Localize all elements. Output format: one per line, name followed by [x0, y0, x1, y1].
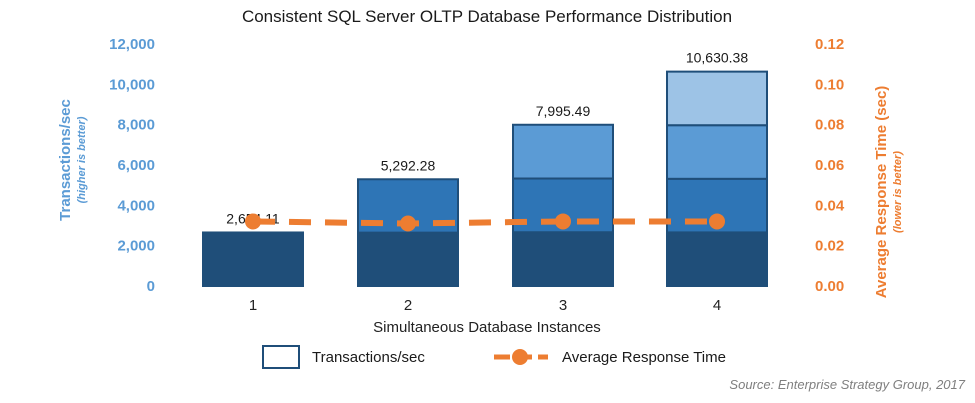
x-tick-label: 3	[559, 297, 567, 314]
x-tick-label: 2	[404, 297, 412, 314]
right-axis-label: Average Response Time (sec)	[873, 86, 890, 299]
right-tick-label: 0.10	[815, 76, 844, 93]
source-note: Source: Enterprise Strategy Group, 2017	[729, 377, 965, 392]
bar-segment	[666, 124, 768, 180]
bar-segment	[666, 70, 768, 127]
legend: Transactions/sec Average Response Time	[262, 345, 726, 369]
bar-segment	[512, 123, 614, 180]
left-tick-label: 12,000	[109, 36, 155, 53]
right-axis-sublabel: (lower is better)	[892, 151, 904, 233]
bar-data-label: 10,630.38	[686, 50, 748, 66]
bar-segment	[512, 231, 614, 287]
right-tick-label: 0.06	[815, 157, 844, 174]
legend-label-response: Average Response Time	[562, 349, 726, 366]
left-axis-ticks: 0 2,000 4,000 6,000 8,000 10,000 12,000	[109, 36, 155, 295]
left-tick-label: 0	[147, 278, 155, 295]
left-axis-sublabel: (higher is better)	[76, 116, 88, 203]
right-tick-label: 0.08	[815, 117, 844, 134]
bar-segment	[357, 231, 459, 287]
right-tick-label: 0.12	[815, 36, 844, 53]
right-tick-label: 0.02	[815, 238, 844, 255]
x-axis-ticks: 1 2 3 4	[249, 297, 721, 314]
chart-title: Consistent SQL Server OLTP Database Perf…	[242, 7, 732, 26]
left-axis-title: Transactions/sec (higher is better)	[57, 99, 88, 221]
right-axis-title: Average Response Time (sec) (lower is be…	[873, 86, 904, 299]
x-tick-label: 4	[713, 297, 721, 314]
x-axis-title: Simultaneous Database Instances	[373, 319, 601, 336]
right-tick-label: 0.00	[815, 278, 844, 295]
bar-segment	[666, 231, 768, 287]
left-tick-label: 6,000	[117, 157, 155, 174]
bar-data-label: 5,292.28	[381, 157, 436, 173]
legend-swatch-transactions	[262, 345, 300, 369]
left-axis-label: Transactions/sec	[57, 99, 74, 221]
right-axis-ticks: 0.00 0.02 0.04 0.06 0.08 0.10 0.12	[815, 36, 845, 295]
left-tick-label: 8,000	[117, 117, 155, 134]
response-time-marker	[245, 213, 261, 230]
response-time-marker	[555, 213, 571, 230]
left-tick-label: 4,000	[117, 197, 155, 214]
left-tick-label: 10,000	[109, 76, 155, 93]
right-tick-label: 0.04	[815, 197, 845, 214]
legend-swatch-response-marker	[512, 349, 528, 365]
x-tick-label: 1	[249, 297, 257, 314]
bar-data-label: 7,995.49	[536, 103, 591, 119]
bar-segment	[202, 231, 304, 287]
response-time-marker	[400, 215, 416, 232]
response-time-line-group	[245, 213, 725, 232]
legend-label-transactions: Transactions/sec	[312, 349, 425, 366]
response-time-line	[252, 218, 717, 227]
left-tick-label: 2,000	[117, 238, 155, 255]
bars-group	[202, 70, 768, 287]
response-time-marker	[709, 213, 725, 230]
